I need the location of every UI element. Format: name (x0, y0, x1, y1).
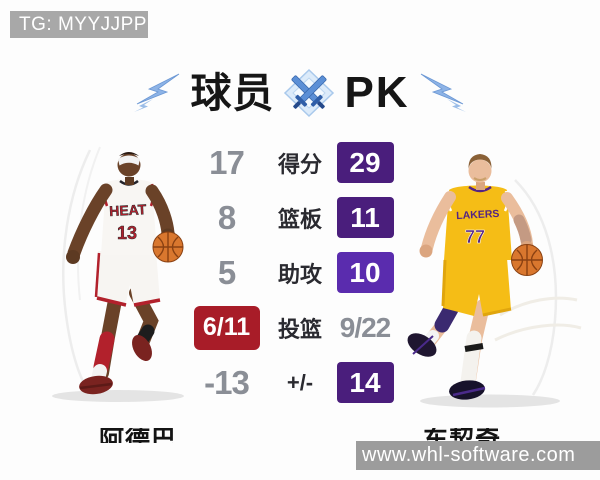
right-value-box: 10 (336, 252, 394, 293)
right-value-box: 14 (336, 362, 394, 403)
stat-row-rebounds: 8 篮板 11 (188, 190, 418, 245)
stat-row-points: 17 得分 29 (188, 135, 418, 190)
player-right-name: 东契奇 (423, 428, 501, 443)
stat-label: 篮板 (277, 206, 322, 232)
title-word-right: PK (344, 68, 410, 117)
lightning-left-icon (134, 73, 180, 112)
player-left-name: 阿德巴约 (98, 428, 177, 443)
stats-table: 17 得分 29 8 篮板 11 5 助攻 10 6/11 投篮 9/22 -1… (188, 135, 418, 410)
right-value-box: 29 (336, 142, 394, 183)
stat-label: 得分 (277, 151, 322, 177)
player-left-photo: HEAT 13 (52, 146, 184, 402)
crossed-swords-emblem-icon (284, 68, 335, 118)
title: 球员 PK (0, 66, 600, 120)
tg-badge: TG: MYYJJPP (10, 11, 148, 38)
stat-label: +/- (286, 369, 314, 395)
right-value: 9/22 (339, 311, 391, 343)
stat-label: 投篮 (277, 316, 322, 342)
lightning-right-icon (420, 73, 466, 112)
left-value: 5 (217, 253, 236, 291)
stat-label: 助攻 (277, 261, 322, 287)
left-value: 8 (217, 198, 236, 236)
jersey-team-right: LAKERS (456, 208, 500, 222)
player-right-photo: LAKERS 77 (407, 154, 582, 408)
title-word-left: 球员 (190, 70, 275, 116)
stat-row-shooting: 6/11 投篮 9/22 (188, 300, 418, 355)
left-value: -13 (204, 363, 250, 401)
left-value-box: 6/11 (193, 305, 260, 350)
website-watermark: www.whl-software.com (356, 441, 600, 470)
stat-row-assists: 5 助攻 10 (188, 245, 418, 300)
stat-row-plusminus: -13 +/- 14 (188, 355, 418, 410)
jersey-team-left: HEAT (109, 201, 147, 219)
left-value: 17 (209, 143, 245, 181)
right-value-box: 11 (336, 197, 394, 238)
jersey-number-left: 13 (117, 223, 137, 243)
jersey-number-right: 77 (465, 227, 485, 247)
